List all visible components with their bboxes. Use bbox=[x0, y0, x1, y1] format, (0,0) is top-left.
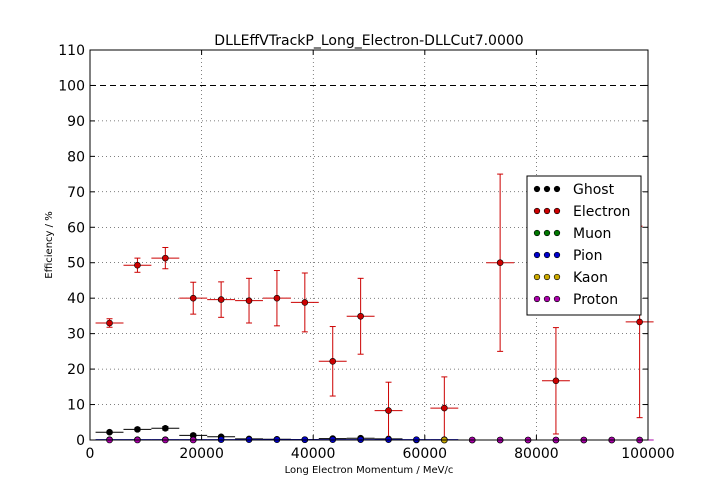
x-tick-label: 60000 bbox=[403, 446, 448, 462]
x-tick-label: 0 bbox=[86, 446, 95, 462]
data-point bbox=[385, 407, 392, 414]
data-point bbox=[217, 296, 225, 303]
legend-marker bbox=[543, 251, 551, 259]
y-tick-label: 110 bbox=[58, 43, 85, 59]
legend-marker bbox=[533, 251, 541, 259]
legend-marker bbox=[543, 273, 551, 281]
y-tick-label: 0 bbox=[76, 433, 85, 449]
legend-label: Ghost bbox=[573, 182, 615, 198]
legend-marker bbox=[533, 185, 541, 193]
legend-marker bbox=[553, 229, 561, 237]
data-point bbox=[329, 357, 337, 365]
data-point bbox=[496, 259, 504, 267]
legend-label: Proton bbox=[573, 292, 618, 308]
legend-marker bbox=[553, 207, 561, 215]
legend-box bbox=[526, 175, 642, 316]
legend-label: Kaon bbox=[573, 270, 608, 286]
legend-marker bbox=[543, 229, 551, 237]
data-point bbox=[134, 426, 141, 433]
legend-label: Electron bbox=[573, 204, 630, 220]
legend-marker bbox=[553, 295, 561, 303]
data-point bbox=[273, 294, 281, 302]
data-point bbox=[301, 299, 309, 306]
y-tick-label: 20 bbox=[67, 362, 85, 378]
x-tick-label: 80000 bbox=[514, 446, 559, 462]
y-tick-label: 70 bbox=[67, 185, 85, 201]
legend-marker bbox=[533, 273, 541, 281]
x-axis-label: Long Electron Momentum / MeV/c bbox=[285, 465, 454, 476]
legend-marker bbox=[543, 207, 551, 215]
legend-label: Pion bbox=[573, 248, 602, 264]
legend-marker bbox=[533, 295, 541, 303]
data-point bbox=[134, 261, 141, 269]
data-point bbox=[189, 294, 197, 302]
chart-title: DLLEffVTrackP_Long_Electron-DLLCut7.0000 bbox=[214, 33, 523, 49]
data-point bbox=[162, 254, 169, 262]
data-point bbox=[357, 312, 364, 320]
data-point bbox=[106, 319, 113, 327]
y-tick-label: 10 bbox=[67, 398, 85, 414]
data-point bbox=[636, 318, 643, 326]
data-point bbox=[441, 404, 448, 412]
y-tick-label: 50 bbox=[67, 256, 85, 272]
y-tick-label: 30 bbox=[67, 327, 85, 343]
data-point bbox=[106, 428, 113, 436]
axis-ticks: 0 20000 40000 60000 80000 100000 0 10 20 30 40 50 60… bbox=[58, 43, 674, 462]
legend-marker bbox=[533, 207, 541, 215]
x-tick-label: 100000 bbox=[621, 446, 674, 462]
y-axis-label: Efficiency / % bbox=[44, 211, 55, 278]
x-tick-label: 20000 bbox=[179, 446, 224, 462]
y-tick-label: 80 bbox=[67, 149, 85, 165]
x-tick-label: 40000 bbox=[291, 446, 336, 462]
data-point bbox=[245, 297, 253, 304]
series-electron bbox=[95, 173, 654, 440]
y-tick-label: 60 bbox=[67, 220, 85, 236]
y-tick-label: 40 bbox=[67, 291, 85, 307]
legend-marker bbox=[543, 295, 551, 303]
data-point bbox=[552, 377, 560, 385]
data-point bbox=[162, 424, 169, 432]
legend-marker bbox=[543, 185, 551, 193]
legend-marker bbox=[553, 273, 561, 281]
legend: Ghost Electron Muon Pion Kaon Proton bbox=[526, 175, 642, 316]
y-tick-label: 100 bbox=[58, 78, 85, 94]
legend-marker bbox=[553, 185, 561, 193]
plot-frame bbox=[89, 49, 649, 441]
legend-marker bbox=[553, 251, 561, 259]
legend-label: Muon bbox=[573, 226, 611, 242]
legend-marker bbox=[533, 229, 541, 237]
y-tick-label: 90 bbox=[67, 114, 85, 130]
